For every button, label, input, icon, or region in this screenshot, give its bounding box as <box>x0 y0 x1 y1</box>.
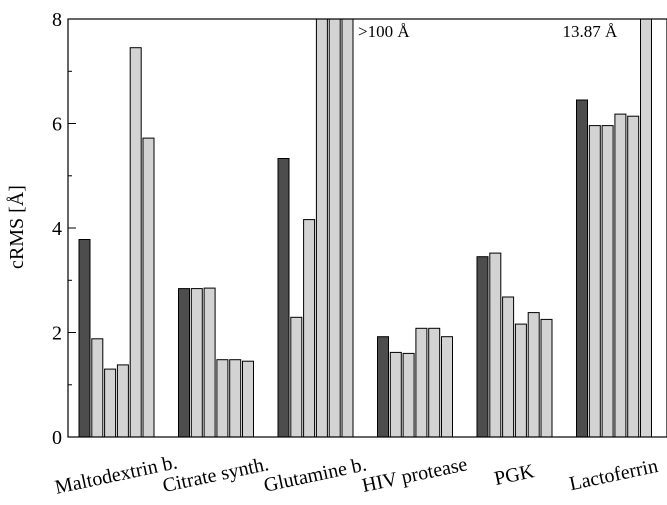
bar <box>78 239 91 438</box>
bar <box>540 318 553 438</box>
bar <box>91 338 104 438</box>
bar <box>389 351 402 438</box>
y-tick-label: 0 <box>52 427 62 449</box>
bar <box>303 219 316 438</box>
bar <box>104 368 117 438</box>
axes-layer <box>67 18 667 438</box>
bar <box>290 316 303 438</box>
bar <box>178 288 190 438</box>
y-tick-label: 8 <box>52 9 62 31</box>
x-tick-label: PGK <box>492 460 536 490</box>
annotation-label: 13.87 Å <box>563 22 619 41</box>
bar <box>328 18 341 438</box>
bar <box>315 18 328 438</box>
bar <box>242 360 254 438</box>
bar <box>576 99 588 438</box>
bar <box>527 312 540 438</box>
bar <box>341 18 354 438</box>
x-tick-label: Lactoferrin <box>567 455 660 495</box>
bar <box>601 125 614 438</box>
bar <box>116 364 129 438</box>
y-tick-label: 6 <box>52 114 62 136</box>
y-tick-label: 2 <box>52 323 62 345</box>
bar <box>640 18 652 438</box>
bar <box>402 352 415 438</box>
bar <box>441 336 453 438</box>
bar <box>614 113 627 438</box>
annotation-label: >100 Å <box>358 22 410 41</box>
bar <box>229 359 242 438</box>
bar <box>415 327 428 438</box>
x-tick-label: Citrate synth. <box>161 453 271 497</box>
y-axis-label: cRMS [Å] <box>6 185 28 269</box>
y-tick-label: 4 <box>52 218 62 240</box>
bar <box>129 47 142 438</box>
bar <box>142 137 155 438</box>
bar <box>428 327 441 438</box>
bar <box>203 287 216 438</box>
bar <box>190 288 203 438</box>
bar <box>627 115 640 438</box>
bar <box>588 125 601 438</box>
bar <box>502 296 515 438</box>
bar <box>377 336 389 438</box>
bar <box>476 256 489 438</box>
bar <box>514 323 527 438</box>
bar <box>216 359 229 438</box>
bar <box>489 252 502 438</box>
bars-layer <box>78 18 652 438</box>
x-tick-label: Glutamine b. <box>262 454 369 497</box>
x-tick-label: HIV protease <box>360 453 469 497</box>
bar <box>277 158 290 438</box>
